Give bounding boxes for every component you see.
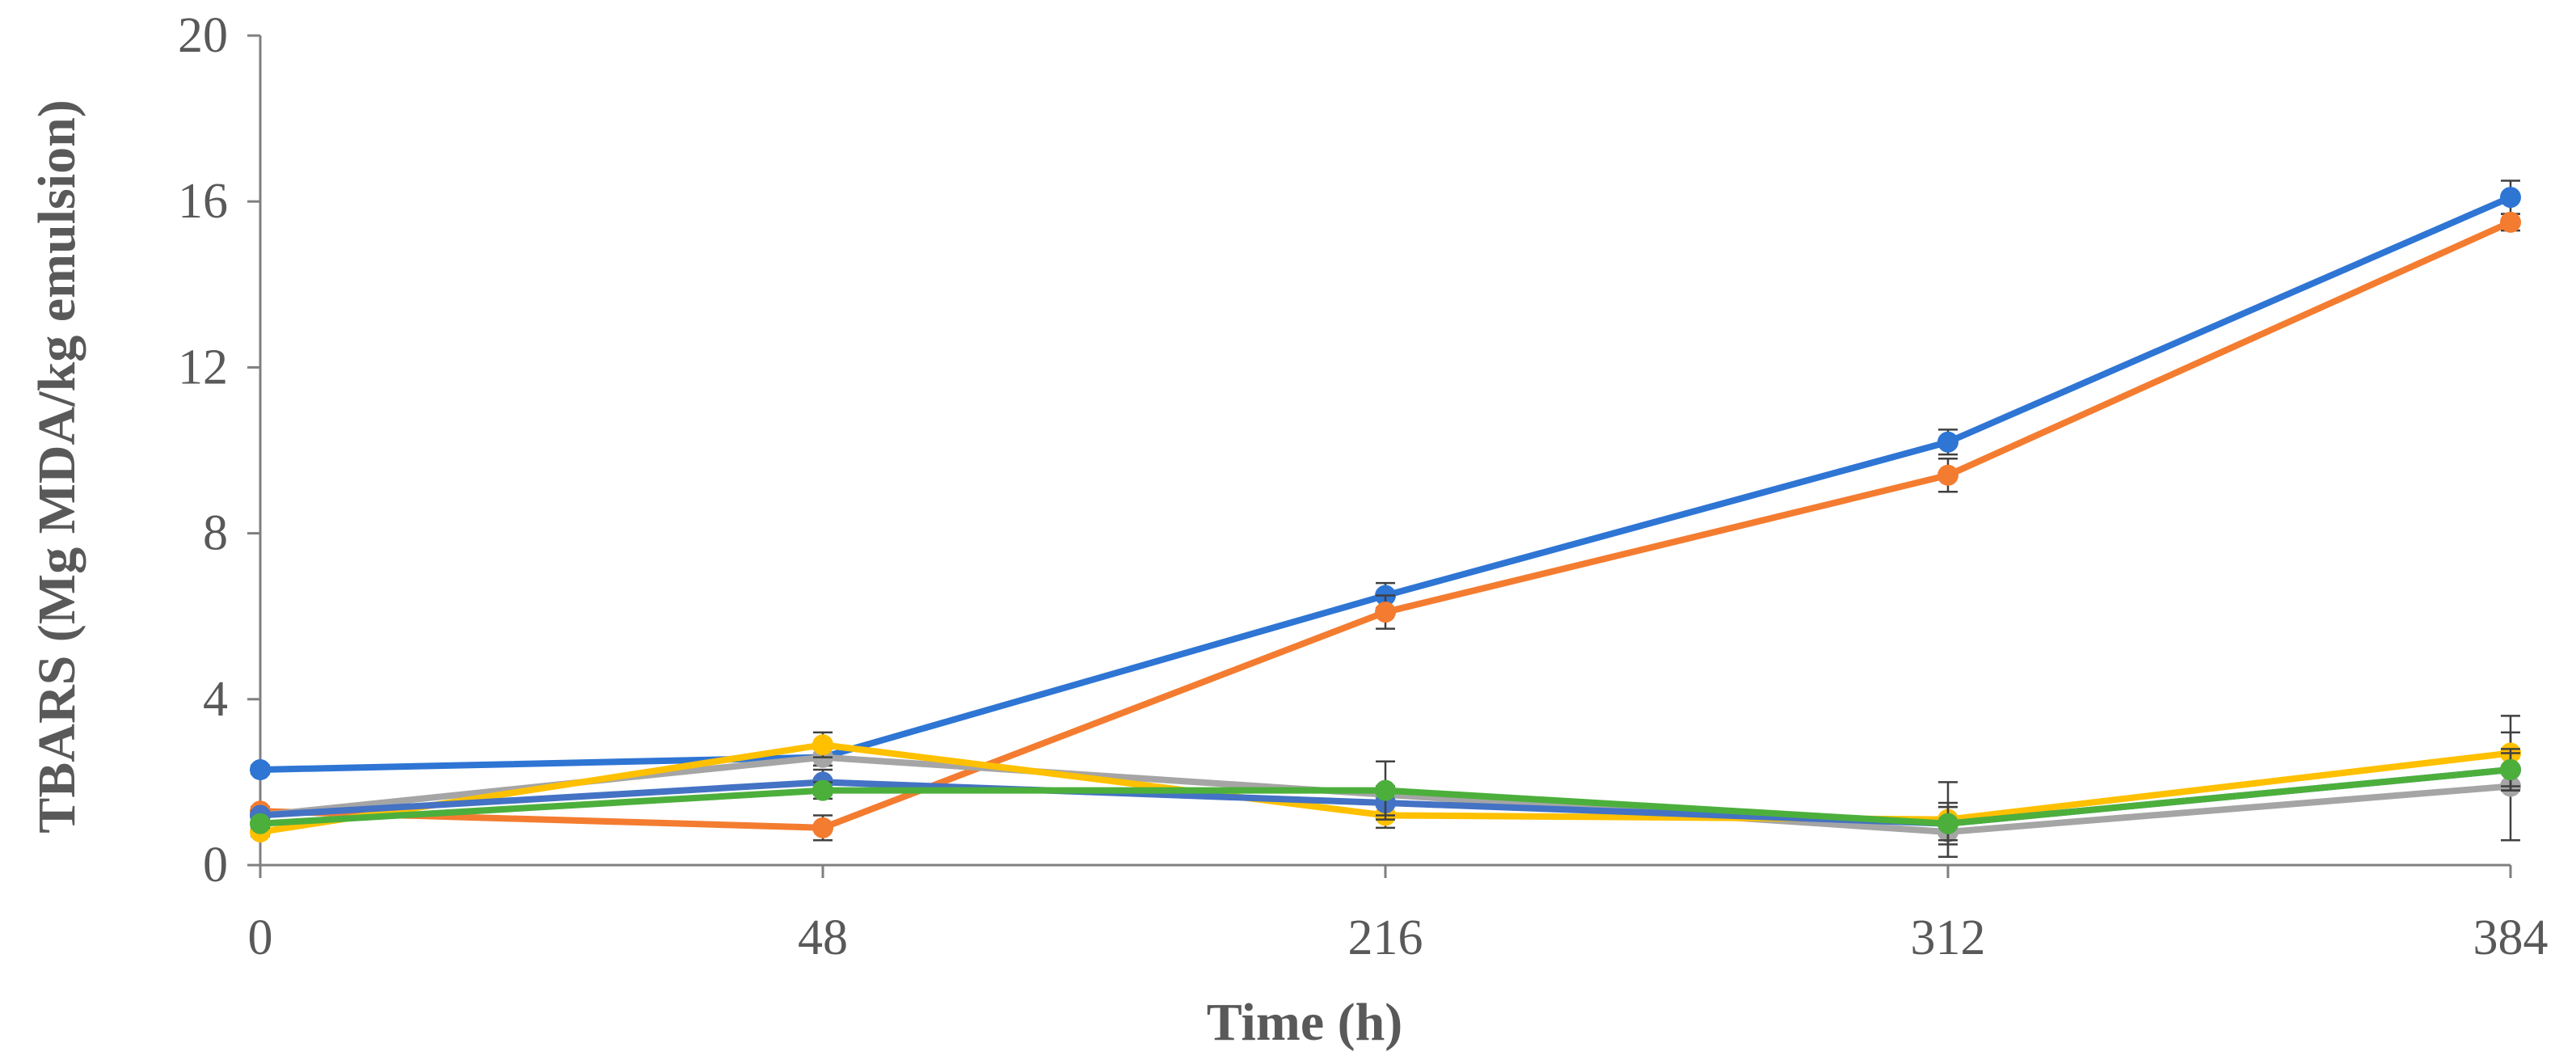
y-tick-label: 8 [203,506,228,561]
data-point [812,734,833,756]
data-point [250,759,271,781]
axes [259,36,2511,867]
data-point [2500,211,2521,233]
x-axis-title: Time (h) [1207,993,1403,1052]
x-tick-label: 384 [2473,910,2549,965]
y-tick-label: 12 [178,340,228,395]
series-2 [250,211,2521,842]
data-point [1375,779,1396,801]
y-tick-label: 4 [203,672,228,727]
series-line [257,218,2514,831]
data-point [1937,464,1958,486]
y-tick-label: 0 [203,838,228,893]
series-6 [250,752,2521,846]
data-point [812,779,833,801]
data-point [812,817,833,838]
series-1 [250,179,2521,781]
data-point [250,813,271,834]
data-point [1937,813,1958,834]
y-axis-title: TBARS (Mg MDA/kg emulsion) [27,99,86,834]
y-tick-label: 20 [178,8,228,63]
data-point [2500,187,2521,209]
series-line [257,194,2514,774]
x-tick-label: 48 [798,910,848,965]
data-point [1375,602,1396,623]
y-tick-label: 16 [178,174,228,229]
x-tick-label: 216 [1348,910,1423,965]
data-point [2500,759,2521,781]
x-tick-label: 312 [1911,910,1986,965]
data-point [1937,431,1958,453]
x-tick-label: 0 [248,910,273,965]
series-group [250,179,2521,858]
